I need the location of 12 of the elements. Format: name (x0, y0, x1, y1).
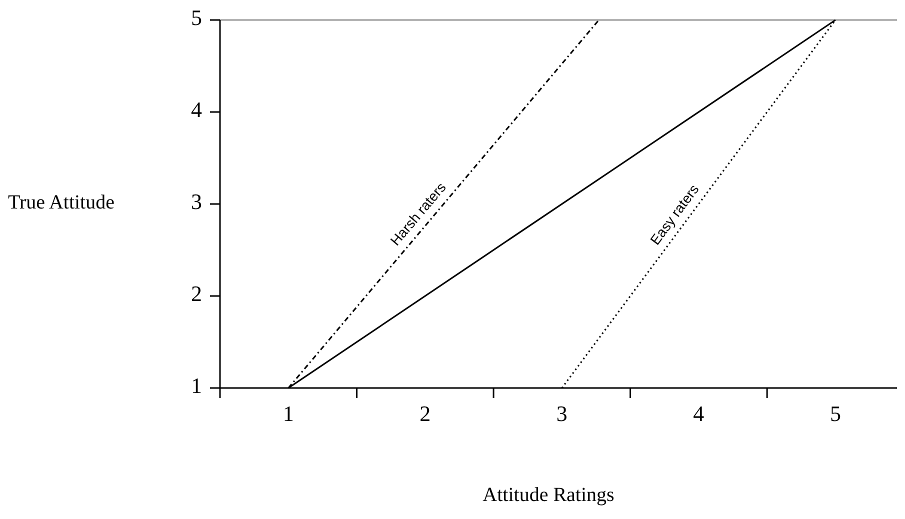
y-tick-label: 3 (191, 189, 202, 214)
x-tick-label: 1 (282, 401, 294, 426)
x-tick-label: 2 (420, 401, 431, 426)
y-tick-label: 1 (191, 373, 202, 398)
y-tick-label: 2 (191, 281, 202, 306)
x-axis-title: Attitude Ratings (482, 484, 615, 506)
x-tick-label: 3 (556, 401, 568, 426)
y-tick-label: 4 (191, 97, 202, 122)
y-axis-title: True Attitude (8, 192, 115, 214)
y-tick-label: 5 (191, 5, 202, 30)
x-tick-label: 4 (693, 401, 704, 426)
x-tick-label: 5 (830, 401, 841, 426)
